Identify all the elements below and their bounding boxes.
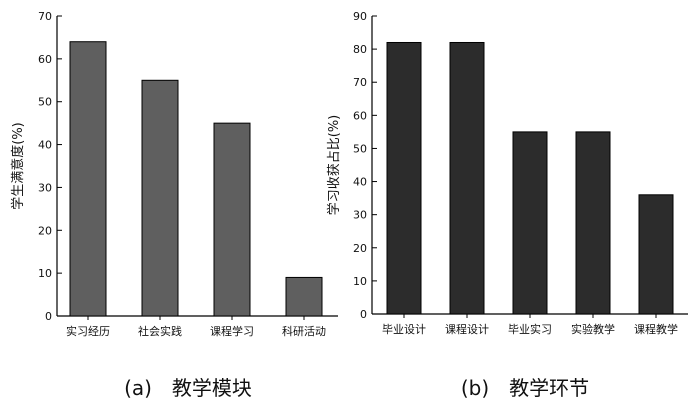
chart-b-bar — [512, 131, 548, 315]
chart-b-bar — [638, 194, 674, 315]
chart-a-ytick-label: 40 — [38, 139, 52, 152]
chart-b-ytick-label: 80 — [353, 43, 367, 56]
chart-b-xtick-label: 毕业设计 — [382, 323, 426, 336]
chart-b-caption: (b) 教学环节 — [461, 376, 589, 400]
chart-b-xtick-label: 毕业实习 — [508, 322, 552, 336]
chart-a-bar — [141, 79, 179, 317]
chart-a-ylabel: 学生满意度(%) — [10, 122, 26, 210]
chart-b-xtick-label: 课程教学 — [634, 322, 678, 336]
chart-a-bar — [213, 122, 251, 317]
chart-a: 0 10 20 30 40 50 60 70 实习经历 社会实践 课程学习 科研活动 学生满意度(%… — [10, 10, 338, 400]
chart-b-bar — [575, 131, 611, 315]
chart-a-ytick-label: 20 — [38, 224, 52, 237]
chart-b-bar — [449, 41, 485, 315]
chart-a-xtick-label: 实习经历 — [66, 324, 110, 338]
chart-a-xtick-label: 课程学习 — [210, 324, 254, 338]
chart-b-ytick-label: 50 — [353, 142, 367, 155]
chart-b-xtick-label: 实验教学 — [571, 322, 615, 336]
chart-b-ytick-label: 30 — [353, 209, 367, 222]
chart-b-ytick-label: 20 — [353, 242, 367, 255]
chart-b-ytick-label: 70 — [353, 76, 367, 89]
chart-a-ytick-label: 0 — [45, 310, 52, 323]
chart-a-xtick-label: 科研活动 — [282, 324, 326, 338]
chart-a-ytick-label: 70 — [38, 10, 52, 23]
chart-a-caption: (a) 教学模块 — [124, 376, 252, 400]
chart-b-xtick-label: 课程设计 — [445, 323, 489, 336]
chart-a-ytick-label: 30 — [38, 181, 52, 194]
chart-a-ytick-label: 10 — [38, 267, 52, 280]
chart-a-ytick-label: 50 — [38, 96, 52, 109]
chart-b-ylabel: 学习收获占比(%) — [326, 115, 342, 216]
chart-a-bar — [285, 276, 323, 317]
chart-b-ytick-label: 0 — [360, 308, 367, 321]
chart-b-bar — [386, 41, 422, 315]
chart-a-bar — [69, 41, 107, 317]
chart-b-ytick-label: 90 — [353, 10, 367, 23]
chart-b-ytick-label: 40 — [353, 176, 367, 189]
chart-a-xtick-label: 社会实践 — [138, 324, 182, 338]
chart-a-ytick-label: 60 — [38, 53, 52, 66]
chart-b-ytick-label: 60 — [353, 109, 367, 122]
chart-b: 0 10 20 30 40 50 60 70 80 90 毕业设计 课程设计 毕业实习 实验教学 课程教学… — [326, 10, 688, 400]
chart-b-ytick-label: 10 — [353, 275, 367, 288]
